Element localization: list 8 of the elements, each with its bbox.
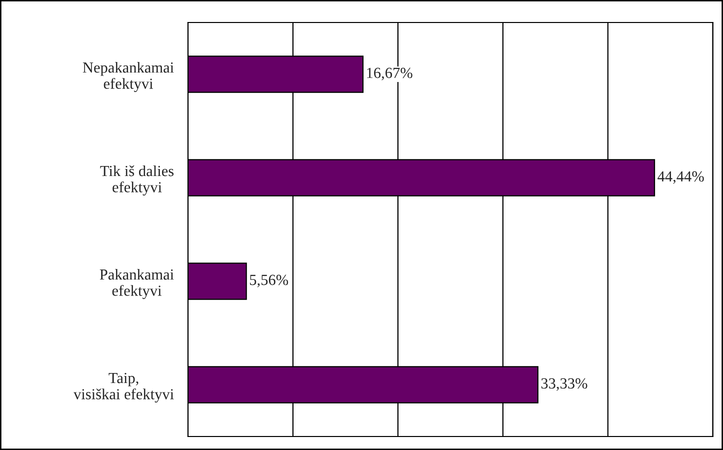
data-label: 33,33% (541, 378, 588, 391)
data-label: 16,67% (367, 68, 412, 80)
y-tick-label: Taip, visiškai efektyvi (74, 372, 174, 403)
y-tick-label: Pakankamai efektyvi (100, 268, 174, 300)
data-label: 44,44% (658, 171, 704, 184)
data-label: 5,56% (250, 274, 288, 288)
y-tick-label: Tik iš dalies efektyvi (100, 165, 174, 196)
y-tick-label: Nepakankamai efektyvi (82, 62, 174, 92)
